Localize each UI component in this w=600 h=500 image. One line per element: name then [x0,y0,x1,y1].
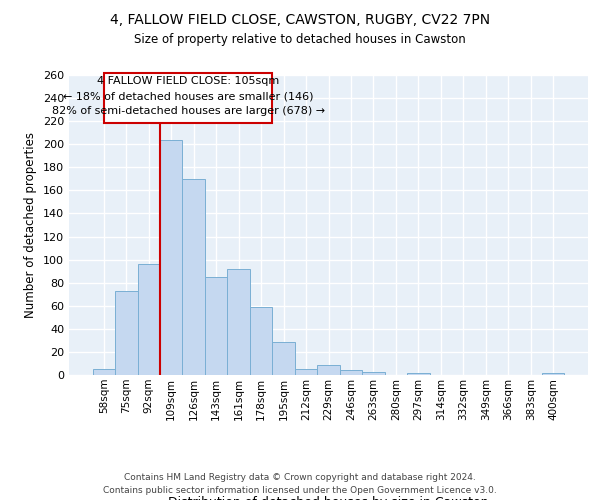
Bar [317,364,340,375]
Bar [137,264,160,375]
Bar [340,370,362,375]
X-axis label: Distribution of detached houses by size in Cawston: Distribution of detached houses by size … [168,496,489,500]
Bar [227,269,250,375]
Bar [115,291,137,375]
Bar [250,307,272,375]
Text: ← 18% of detached houses are smaller (146): ← 18% of detached houses are smaller (14… [63,91,313,101]
Bar [272,342,295,375]
Bar [182,179,205,375]
Bar [407,372,430,375]
Text: 82% of semi-detached houses are larger (678) →: 82% of semi-detached houses are larger (… [52,106,325,116]
Bar [542,372,565,375]
Text: Contains public sector information licensed under the Open Government Licence v3: Contains public sector information licen… [103,486,497,495]
FancyBboxPatch shape [104,72,272,124]
Text: Size of property relative to detached houses in Cawston: Size of property relative to detached ho… [134,32,466,46]
Y-axis label: Number of detached properties: Number of detached properties [25,132,37,318]
Text: Contains HM Land Registry data © Crown copyright and database right 2024.: Contains HM Land Registry data © Crown c… [124,472,476,482]
Bar [205,277,227,375]
Bar [295,369,317,375]
Text: 4 FALLOW FIELD CLOSE: 105sqm: 4 FALLOW FIELD CLOSE: 105sqm [97,76,279,86]
Bar [92,369,115,375]
Bar [160,140,182,375]
Bar [362,372,385,375]
Text: 4, FALLOW FIELD CLOSE, CAWSTON, RUGBY, CV22 7PN: 4, FALLOW FIELD CLOSE, CAWSTON, RUGBY, C… [110,12,490,26]
